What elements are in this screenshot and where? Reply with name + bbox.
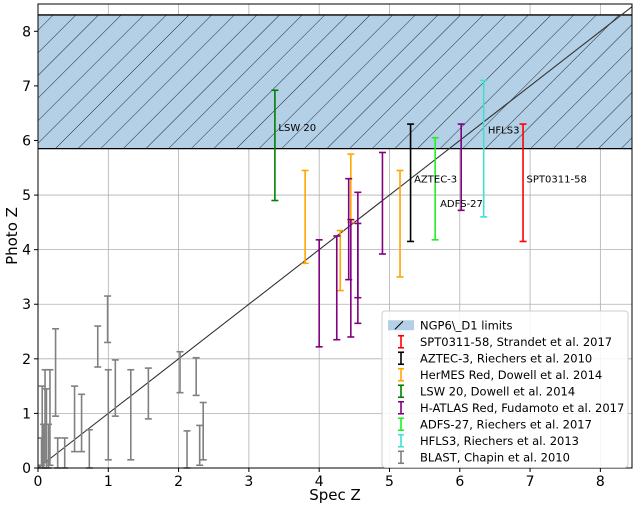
annotation-label: SPT0311-58 (527, 175, 587, 186)
error-bar (347, 218, 355, 338)
error-bar (396, 169, 404, 278)
error-bar (94, 325, 102, 368)
legend-patch-hatch (394, 320, 404, 330)
x-tick-label: 1 (104, 474, 113, 490)
legend-entry: LSW 20, Dowell et al. 2014 (398, 384, 575, 398)
legend-entry: HerMES Red, Dowell et al. 2014 (398, 368, 602, 382)
error-bar (431, 136, 439, 241)
error-bar (144, 367, 152, 420)
legend-label: BLAST, Chapin et al. 2010 (420, 450, 570, 464)
y-tick-label: 7 (22, 79, 31, 95)
error-bar (315, 239, 323, 348)
legend-entry: SPT0311-58, Strandet et al. 2017 (398, 335, 612, 349)
limit-region (38, 14, 632, 150)
error-bar (199, 401, 207, 461)
x-tick-label: 4 (315, 474, 324, 490)
series-5 (431, 136, 439, 241)
error-bar (336, 229, 344, 292)
error-bar (176, 350, 184, 394)
error-bar (378, 151, 386, 255)
series-1 (407, 123, 415, 243)
annotation-label: HFLS3 (488, 126, 520, 137)
x-tick-label: 6 (455, 474, 464, 490)
error-bar (46, 368, 54, 467)
legend-label: H-ATLAS Red, Fudamoto et al. 2017 (420, 401, 624, 415)
error-bar (183, 430, 191, 469)
annotation-label: LSW 20 (278, 123, 316, 134)
error-bar (271, 89, 279, 202)
series-4 (315, 123, 465, 348)
axes: 0 1 2 3 4 5 6 7 8 0 1 2 3 4 5 6 7 8 Spec Z Photo Z (3, 3, 633, 504)
legend-entry: ADFS-27, Riechers et al. 2017 (398, 417, 592, 431)
error-bar (519, 123, 527, 243)
legend-entry: AZTEC-3, Riechers et al. 2010 (398, 351, 592, 365)
error-bar (52, 327, 60, 417)
error-bar (104, 295, 112, 344)
legend-entry: NGP6\_D1 limits (388, 318, 513, 332)
error-bar (78, 393, 86, 453)
legend-patch (388, 320, 414, 331)
series-0 (519, 123, 527, 243)
y-tick-label: 4 (22, 243, 31, 259)
legend-label: HerMES Red, Dowell et al. 2014 (420, 368, 602, 382)
y-tick-label: 8 (22, 24, 31, 40)
y-tick-label: 0 (22, 461, 31, 477)
y-tick-label: 1 (22, 406, 31, 422)
error-bar (71, 385, 79, 453)
legend-label: ADFS-27, Riechers et al. 2017 (420, 417, 592, 431)
annotation-label: ADFS-27 (440, 199, 483, 210)
one-to-one-diagonal (37, 6, 633, 469)
error-bar (196, 424, 204, 467)
x-tick-label: 7 (526, 474, 535, 490)
annotations: LSW 20 HFLS3 AZTEC-3 SPT0311-58 ADFS-27 (278, 123, 586, 210)
x-tick-label: 2 (174, 474, 183, 490)
x-tick-label: 0 (34, 474, 43, 490)
series-2 (301, 153, 404, 292)
legend-label: NGP6\_D1 limits (420, 318, 513, 332)
error-bar (480, 79, 488, 218)
legend-entry: HFLS3, Riechers et al. 2013 (398, 434, 579, 448)
x-tick-label: 3 (244, 474, 253, 490)
legend-label: AZTEC-3, Riechers et al. 2010 (420, 351, 592, 365)
x-tick-label: 8 (596, 474, 605, 490)
legend-label: LSW 20, Dowell et al. 2014 (420, 384, 575, 398)
error-bar (301, 169, 309, 265)
y-axis-title: Photo Z (3, 207, 21, 265)
legend-label: SPT0311-58, Strandet et al. 2017 (420, 335, 612, 349)
error-bar (333, 235, 341, 341)
y-tick-label: 3 (22, 297, 31, 313)
error-bar (127, 368, 135, 461)
y-tick-label: 6 (22, 133, 31, 149)
limit-region-hatch (38, 14, 632, 149)
annotation-label: AZTEC-3 (414, 175, 457, 186)
error-bar (85, 428, 93, 469)
error-bar (192, 356, 200, 397)
error-bar (61, 437, 69, 469)
one-to-one-line (37, 6, 633, 469)
series-3 (271, 89, 279, 202)
error-bar (104, 368, 112, 461)
x-axis-title: Spec Z (309, 486, 361, 504)
legend-label: HFLS3, Riechers et al. 2013 (420, 434, 579, 448)
error-bar (457, 123, 465, 212)
series-7 (38, 295, 207, 469)
legend: NGP6\_D1 limits SPT0311-58, Strandet et a… (381, 310, 629, 468)
error-bar (407, 123, 415, 243)
legend-entry: H-ATLAS Red, Fudamoto et al. 2017 (398, 401, 624, 415)
series-6 (480, 79, 488, 218)
error-bar (111, 359, 119, 417)
legend-box (381, 310, 629, 468)
error-bar (354, 222, 362, 299)
error-bar (54, 437, 62, 469)
y-tick-label: 2 (22, 352, 31, 368)
y-tick-label: 5 (22, 188, 31, 204)
legend-entry: BLAST, Chapin et al. 2010 (398, 450, 570, 464)
plot-frame (37, 3, 633, 469)
x-tick-label: 5 (385, 474, 394, 490)
